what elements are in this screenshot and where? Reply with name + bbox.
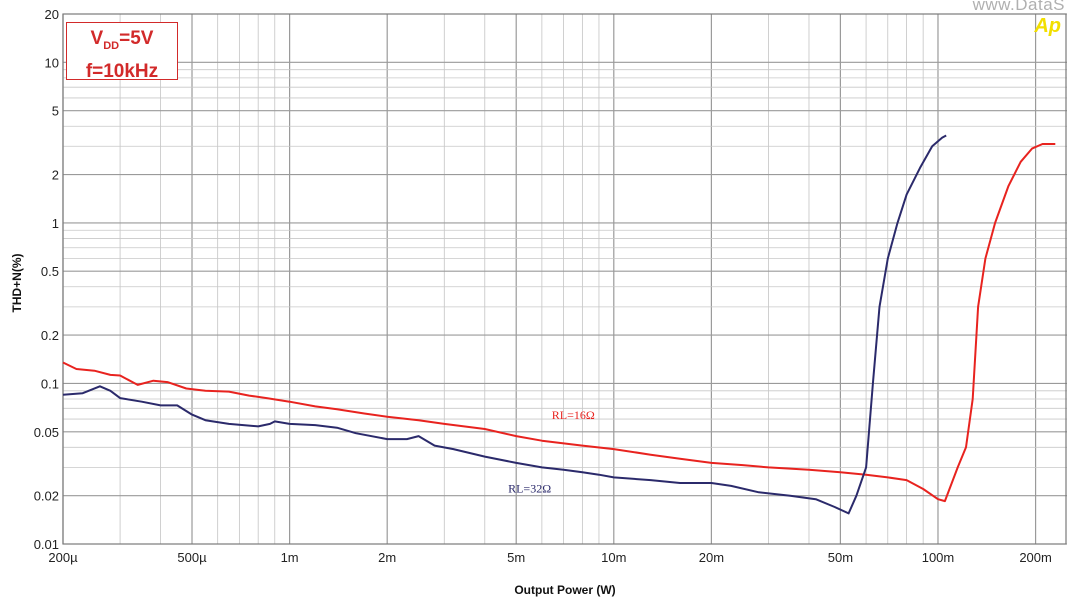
y-tick-label: 20 [45, 7, 59, 22]
y-tick-label: 0.01 [34, 537, 59, 552]
series-label: RL=32Ω [508, 481, 551, 495]
y-tick-label: 2 [52, 168, 59, 183]
x-tick-label: 10m [601, 550, 626, 565]
x-tick-label: 500µ [177, 550, 207, 565]
series-line [62, 143, 1056, 503]
supply-voltage-label: VDD=5V [90, 28, 154, 52]
ap-logo: Ap [1034, 15, 1061, 37]
tick-labels: 200µ 500µ 1m 2m 5m 10m 20m 50m 100m 200m 0.01 0.02 0… [34, 7, 1052, 565]
x-tick-label: 1m [281, 550, 299, 565]
frequency-label: f=10kHz [85, 60, 159, 82]
y-tick-label: 0.5 [41, 264, 59, 279]
x-tick-label: 100m [922, 550, 955, 565]
y-tick-label: 0.1 [41, 376, 59, 391]
x-axis-title: Output Power (W) [514, 583, 615, 597]
y-tick-label: 1 [52, 216, 59, 231]
series-label: RL=16Ω [552, 408, 595, 422]
y-tick-label: 10 [45, 55, 59, 70]
y-tick-label: 0.2 [41, 328, 59, 343]
x-tick-label: 20m [699, 550, 724, 565]
y-tick-label: 0.02 [34, 489, 59, 504]
y-tick-label: 5 [52, 104, 59, 119]
series-lines [62, 134, 1056, 515]
x-tick-label: 200m [1019, 550, 1052, 565]
plot-frame [62, 13, 1067, 545]
series-line [62, 134, 947, 515]
watermark-text: www.DataS [972, 0, 1065, 14]
x-tick-label: 50m [828, 550, 853, 565]
x-tick-label: 5m [507, 550, 525, 565]
y-tick-label: 0.05 [34, 425, 59, 440]
series-labels: RL=16Ω RL=32Ω [508, 408, 595, 495]
x-tick-label: 200µ [48, 550, 78, 565]
plot-background [63, 14, 1067, 544]
x-tick-label: 2m [378, 550, 396, 565]
y-axis-title: THD+N(%) [10, 253, 24, 312]
conditions-badge: VDD=5V f=10kHz [66, 22, 178, 82]
